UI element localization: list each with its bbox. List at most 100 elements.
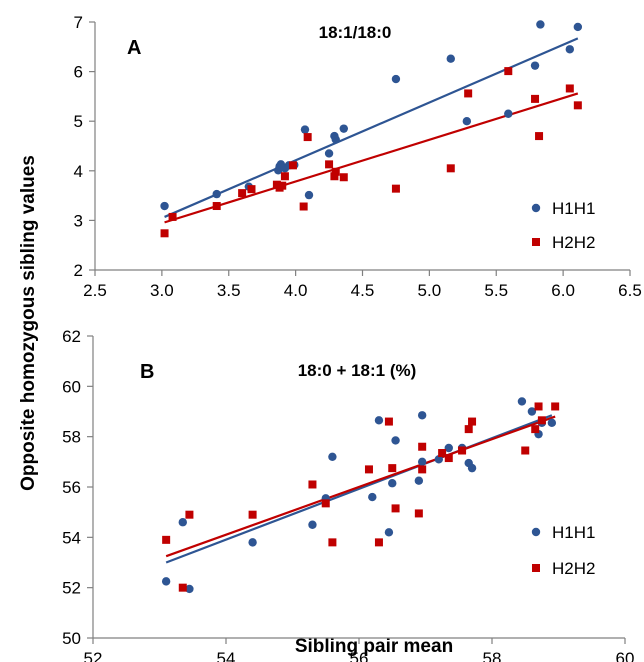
panel-b-legend-h1h1-marker [531,527,541,537]
panel-a-y-tick-label: 3 [74,211,83,230]
panel-b-h2h2-point [468,417,477,426]
panel-b-h2h2-point [248,510,257,519]
panel-a-legend-h1h1-label: H1H1 [552,199,595,218]
panel-a-legend-h2h2-label: H2H2 [552,233,595,252]
panel-a-x-tick-label: 4.5 [351,281,375,300]
panel-b-h1h1-point [368,492,377,502]
panel-a-h1h1-point [324,149,334,158]
panel-b-letter: B [140,361,154,383]
panel-a-h1h1-point [331,135,340,144]
panel-b-h1h1-point [185,584,194,594]
panel-b-h2h2-point [464,425,473,434]
panel-a-y-tick-label: 6 [74,63,83,82]
panel-b-h1h1-point [547,418,557,428]
panel-a-h1h1-point [339,124,348,133]
panel-b-title: 18:0 + 18:1 (%) [298,361,417,380]
panel-a-h1h1-point [446,54,455,63]
panel-b-y-tick-label: 50 [62,629,81,648]
panel-b-h1h1-point [248,538,257,547]
panel-b-y-tick-label: 56 [62,478,81,497]
panel-b-h2h2-point [438,449,447,458]
panel-b-h2h2-point [534,402,543,411]
panel-b-y-tick-label: 52 [62,579,81,598]
panel-b-h1h1-point [391,436,400,445]
panel-b-h1h1-point [328,452,337,461]
panel-b-h1h1-point [374,416,384,425]
panel-a-h2h2-point [303,133,312,142]
panel-a-h2h2-point [168,212,177,221]
panel-a-h1h1-point [462,117,472,126]
panel-b-h2h2-point [458,446,467,455]
panel-a-y-tick-label: 5 [74,112,83,131]
panel-a-chart: 2 3 4 5 6 7 2.5 3.0 3.5 4.0 4.5 5.0 5.5 6.0 6.5 A 18:1/1… [74,13,642,300]
panel-b-h1h1-point [308,520,317,529]
panel-b-h2h2-point [321,499,330,508]
panel-b-h1h1-point [444,443,453,453]
panel-b-h1h1-point [417,457,427,467]
panel-b-h2h2-point [308,480,317,489]
panel-a-x-tick-label: 4.0 [284,281,308,300]
panel-a-h2h2-point [238,189,247,198]
panel-b-h1h1-point [434,455,443,464]
panel-b-legend-h2h2-marker [532,564,540,572]
panel-b-h1h1-point [388,479,397,488]
panel-a-h2h2-point [464,89,473,98]
panel-a-h2h2-point [331,167,340,176]
panel-b-h1h1-point [178,518,187,527]
panel-a-h1h1-point [536,20,545,29]
shared-x-axis-label: Sibling pair mean [295,636,453,657]
panel-a-h2h2-point [299,202,308,211]
panel-a-h2h2-point [573,101,582,110]
panel-b-h1h1-point [161,577,171,586]
panel-b-x-tick-label: 52 [84,649,103,662]
panel-a-h2h2-point [325,160,334,169]
panel-b-h2h2-point [374,538,383,547]
panel-a-h1h1-point [391,74,401,84]
panel-b-h2h2-point [185,510,194,519]
panel-a-h1h1-point [300,125,310,134]
panel-b-h2h2-point [444,454,453,463]
panel-b-h1h1-point [517,397,527,406]
panel-b-h2h2-point [178,583,187,592]
panel-b-h1h1-point [467,463,477,473]
panel-b-y-tick-label: 54 [62,528,81,547]
panel-a-h1h1-point [504,109,513,118]
panel-a-legend-h1h1-marker [531,203,541,213]
panel-a-h1h1-point [565,45,575,54]
panel-b-y-tick-label: 58 [62,428,81,447]
panel-b-x-tick-label: 58 [483,649,502,662]
panel-a-h2h2-point [446,164,455,173]
panel-a-h2h2-point [280,172,289,181]
panel-a-h2h2-point [339,173,348,182]
panel-a-x-tick-label: 5.5 [484,281,508,300]
panel-a-y-tick-label: 2 [74,261,83,280]
panel-a-h1h1-point [573,22,583,32]
panel-a-x-tick-label: 3.5 [217,281,241,300]
panel-a-x-tick-label: 5.0 [418,281,442,300]
panel-b-h2h2-point [391,504,400,513]
panel-a-h2h2-point [565,84,574,93]
panel-a-h1h1-point [160,201,169,211]
panel-a-h1h1-point [304,190,314,200]
panel-b-h2h2-point [521,446,530,455]
panel-b-h1h1-point [384,528,394,537]
panel-a-h2h2-trendline [164,92,579,224]
panel-b-h2h2-point [531,425,540,434]
panel-a-y-tick-label: 4 [74,162,83,181]
panel-b-h1h1-point [527,407,537,416]
panel-a-h2h2-point [330,172,339,181]
panel-a-h2h2-point [160,229,169,238]
panel-a-x-tick-label: 6.5 [618,281,642,300]
panel-a-h2h2-point [247,185,256,194]
panel-a-y-tick-label: 7 [74,13,83,32]
panel-a-h1h1-point [212,189,221,199]
panel-a-x-tick-label: 6.0 [551,281,575,300]
panel-a-h2h2-point [278,181,287,190]
panel-b-y-tick-label: 60 [62,377,81,396]
panel-a-h1h1-point [530,61,540,70]
panel-b-h2h2-point [364,465,373,474]
panel-b-h2h2-point [384,417,393,426]
panel-a-h2h2-point [391,184,400,193]
